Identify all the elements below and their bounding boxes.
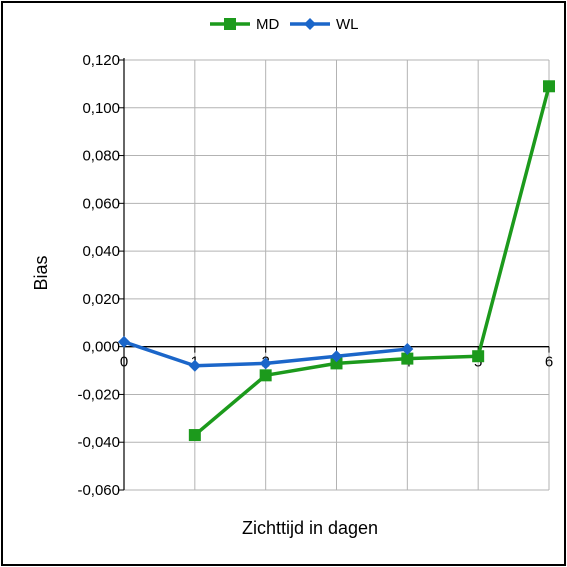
x-tick-label: 6 — [545, 354, 553, 371]
data-point-md — [543, 80, 555, 93]
series-md — [188, 80, 555, 442]
data-point-wl — [401, 343, 414, 356]
data-point-md — [330, 357, 343, 370]
legend-label-md: MD — [256, 16, 279, 33]
grid-lines — [124, 59, 550, 491]
data-point-wl — [188, 359, 201, 372]
series-line-md — [193, 85, 551, 437]
y-tick-label: 0,120 — [82, 52, 120, 69]
legend-marker-md — [224, 18, 236, 30]
axes — [118, 58, 550, 491]
data-point-wl — [118, 335, 130, 348]
data-point-wl — [259, 357, 272, 370]
legend-marker-wl — [304, 18, 316, 30]
x-tick-label: 0 — [120, 354, 128, 371]
data-point-md — [472, 350, 485, 363]
y-tick-label: 0,080 — [82, 148, 120, 165]
y-tick-label: 0,000 — [82, 339, 120, 356]
data-point-wl — [330, 350, 343, 363]
legend-label-wl: WL — [336, 16, 359, 33]
y-tick-label: 0,100 — [82, 100, 120, 117]
x-axis-label: Zichttijd in dagen — [242, 518, 378, 538]
data-point-md — [401, 352, 414, 365]
y-tick-label: -0,020 — [77, 386, 120, 403]
y-axis-label: Bias — [31, 255, 51, 290]
series-layer — [118, 80, 555, 442]
legend: MD WL — [210, 16, 359, 33]
legend-item-wl: WL — [290, 16, 359, 33]
y-tick-label: 0,040 — [82, 243, 120, 260]
data-point-md — [188, 429, 201, 442]
y-tick-labels: 0,120 0,100 0,080 0,060 0,040 0,020 0,000 -0,02… — [77, 52, 120, 499]
y-tick-label: 0,020 — [82, 291, 120, 308]
series-wl — [118, 335, 414, 372]
data-point-md — [259, 369, 272, 382]
legend-item-md: MD — [210, 16, 279, 33]
y-tick-label: 0,060 — [82, 195, 120, 212]
y-tick-label: -0,040 — [77, 434, 120, 451]
y-tick-label: -0,060 — [77, 482, 120, 499]
